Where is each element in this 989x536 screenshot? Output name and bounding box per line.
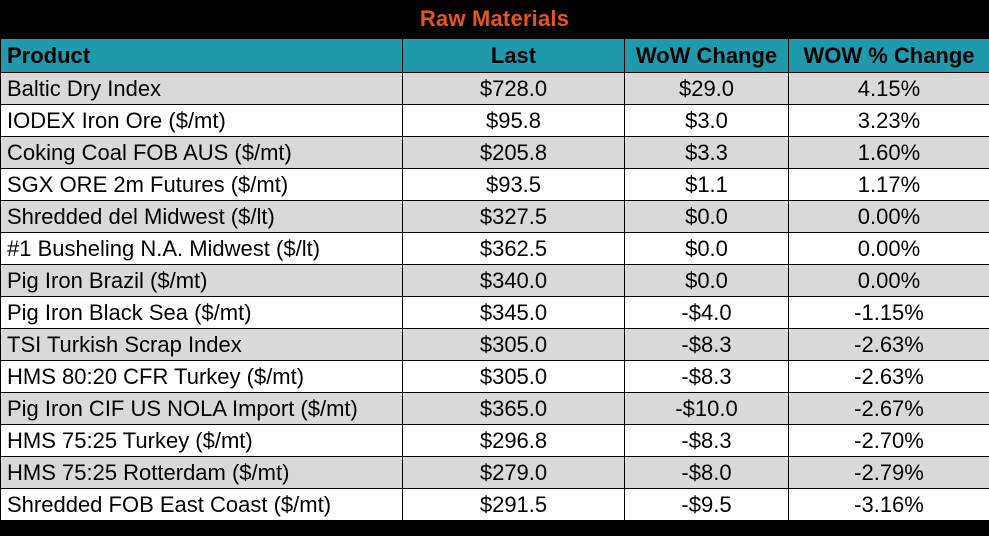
wow-change-cell: $29.0 — [624, 72, 789, 105]
last-cell: $305.0 — [402, 328, 625, 361]
wow-change-cell: -$8.0 — [624, 456, 789, 489]
wow-change-cell: -$4.0 — [624, 296, 789, 329]
product-cell: Pig Iron Brazil ($/mt) — [0, 264, 403, 297]
last-cell: $95.8 — [402, 104, 625, 137]
last-cell: $327.5 — [402, 200, 625, 233]
product-cell: Baltic Dry Index — [0, 72, 403, 105]
table-row: Baltic Dry Index $728.0 $29.0 4.15% — [0, 72, 989, 105]
product-cell: Pig Iron CIF US NOLA Import ($/mt) — [0, 392, 403, 425]
product-cell: SGX ORE 2m Futures ($/mt) — [0, 168, 403, 201]
product-cell: HMS 80:20 CFR Turkey ($/mt) — [0, 360, 403, 393]
product-cell: Coking Coal FOB AUS ($/mt) — [0, 136, 403, 169]
product-cell: HMS 75:25 Rotterdam ($/mt) — [0, 456, 403, 489]
wow-change-cell: $3.3 — [624, 136, 789, 169]
wow-pct-change-cell: -1.15% — [788, 296, 989, 329]
last-cell: $291.5 — [402, 488, 625, 521]
wow-change-cell: -$8.3 — [624, 424, 789, 457]
product-cell: HMS 75:25 Turkey ($/mt) — [0, 424, 403, 457]
table-row: HMS 80:20 CFR Turkey ($/mt) $305.0 -$8.3… — [0, 360, 989, 393]
table-row: Shredded del Midwest ($/lt) $327.5 $0.0 … — [0, 200, 989, 233]
last-cell: $305.0 — [402, 360, 625, 393]
column-header-last: Last — [402, 38, 625, 73]
wow-pct-change-cell: 3.23% — [788, 104, 989, 137]
product-cell: Pig Iron Black Sea ($/mt) — [0, 296, 403, 329]
last-cell: $728.0 — [402, 72, 625, 105]
wow-pct-change-cell: -3.16% — [788, 488, 989, 521]
wow-change-cell: -$9.5 — [624, 488, 789, 521]
table-row: IODEX Iron Ore ($/mt) $95.8 $3.0 3.23% — [0, 104, 989, 137]
table-row: SGX ORE 2m Futures ($/mt) $93.5 $1.1 1.1… — [0, 168, 989, 201]
last-cell: $365.0 — [402, 392, 625, 425]
raw-materials-table: Product Last WoW Change WOW % Change Bal… — [0, 38, 989, 521]
wow-pct-change-cell: -2.63% — [788, 328, 989, 361]
column-header-wow-change: WoW Change — [624, 38, 789, 73]
table-title: Raw Materials — [0, 0, 989, 38]
column-header-product: Product — [0, 38, 403, 73]
table-row: Coking Coal FOB AUS ($/mt) $205.8 $3.3 1… — [0, 136, 989, 169]
column-header-wow-pct-change: WOW % Change — [788, 38, 989, 73]
last-cell: $279.0 — [402, 456, 625, 489]
table-row: TSI Turkish Scrap Index $305.0 -$8.3 -2.… — [0, 328, 989, 361]
last-cell: $362.5 — [402, 232, 625, 265]
wow-change-cell: $3.0 — [624, 104, 789, 137]
wow-pct-change-cell: -2.79% — [788, 456, 989, 489]
wow-pct-change-cell: -2.63% — [788, 360, 989, 393]
wow-change-cell: -$8.3 — [624, 360, 789, 393]
product-cell: Shredded FOB East Coast ($/mt) — [0, 488, 403, 521]
wow-pct-change-cell: -2.70% — [788, 424, 989, 457]
wow-pct-change-cell: 4.15% — [788, 72, 989, 105]
table-row: HMS 75:25 Turkey ($/mt) $296.8 -$8.3 -2.… — [0, 424, 989, 457]
wow-pct-change-cell: 0.00% — [788, 200, 989, 233]
header-row: Product Last WoW Change WOW % Change — [0, 38, 989, 73]
table-row: Pig Iron Brazil ($/mt) $340.0 $0.0 0.00% — [0, 264, 989, 297]
wow-change-cell: $1.1 — [624, 168, 789, 201]
wow-change-cell: -$8.3 — [624, 328, 789, 361]
table-row: Shredded FOB East Coast ($/mt) $291.5 -$… — [0, 488, 989, 521]
table-row: HMS 75:25 Rotterdam ($/mt) $279.0 -$8.0 … — [0, 456, 989, 489]
wow-change-cell: $0.0 — [624, 232, 789, 265]
last-cell: $345.0 — [402, 296, 625, 329]
wow-pct-change-cell: -2.67% — [788, 392, 989, 425]
last-cell: $205.8 — [402, 136, 625, 169]
product-cell: TSI Turkish Scrap Index — [0, 328, 403, 361]
wow-change-cell: $0.0 — [624, 264, 789, 297]
last-cell: $93.5 — [402, 168, 625, 201]
table-row: Pig Iron Black Sea ($/mt) $345.0 -$4.0 -… — [0, 296, 989, 329]
product-cell: IODEX Iron Ore ($/mt) — [0, 104, 403, 137]
wow-change-cell: $0.0 — [624, 200, 789, 233]
wow-pct-change-cell: 1.60% — [788, 136, 989, 169]
product-cell: #1 Busheling N.A. Midwest ($/lt) — [0, 232, 403, 265]
last-cell: $296.8 — [402, 424, 625, 457]
wow-pct-change-cell: 0.00% — [788, 264, 989, 297]
wow-change-cell: -$10.0 — [624, 392, 789, 425]
table-row: Pig Iron CIF US NOLA Import ($/mt) $365.… — [0, 392, 989, 425]
table-row: #1 Busheling N.A. Midwest ($/lt) $362.5 … — [0, 232, 989, 265]
product-cell: Shredded del Midwest ($/lt) — [0, 200, 403, 233]
last-cell: $340.0 — [402, 264, 625, 297]
wow-pct-change-cell: 0.00% — [788, 232, 989, 265]
wow-pct-change-cell: 1.17% — [788, 168, 989, 201]
